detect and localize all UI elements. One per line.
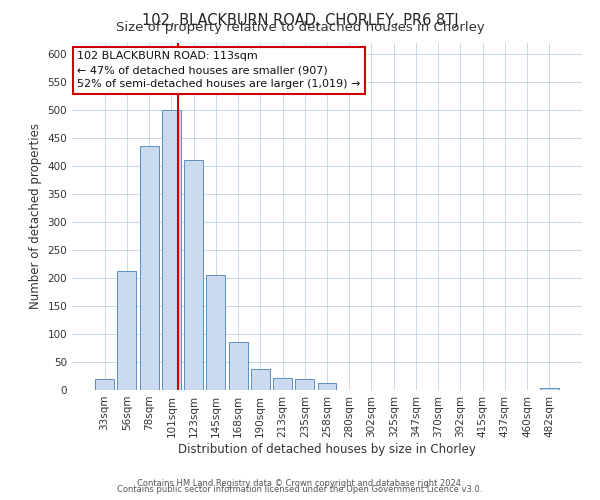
- Bar: [295, 380, 314, 390]
- Bar: [540, 388, 559, 390]
- Bar: [118, 271, 136, 390]
- Text: 102, BLACKBURN ROAD, CHORLEY, PR6 8TJ: 102, BLACKBURN ROAD, CHORLEY, PR6 8TJ: [142, 12, 458, 28]
- Bar: [140, 146, 158, 390]
- Text: 102 BLACKBURN ROAD: 113sqm
← 47% of detached houses are smaller (907)
52% of sem: 102 BLACKBURN ROAD: 113sqm ← 47% of deta…: [77, 51, 361, 89]
- Bar: [162, 110, 181, 390]
- Bar: [206, 275, 225, 390]
- Bar: [273, 378, 292, 390]
- Text: Size of property relative to detached houses in Chorley: Size of property relative to detached ho…: [116, 21, 484, 34]
- Y-axis label: Number of detached properties: Number of detached properties: [29, 123, 42, 309]
- Bar: [251, 368, 270, 390]
- Bar: [317, 384, 337, 390]
- Text: Contains public sector information licensed under the Open Government Licence v3: Contains public sector information licen…: [118, 485, 482, 494]
- X-axis label: Distribution of detached houses by size in Chorley: Distribution of detached houses by size …: [178, 442, 476, 456]
- Text: Contains HM Land Registry data © Crown copyright and database right 2024.: Contains HM Land Registry data © Crown c…: [137, 478, 463, 488]
- Bar: [229, 342, 248, 390]
- Bar: [95, 379, 114, 390]
- Bar: [184, 160, 203, 390]
